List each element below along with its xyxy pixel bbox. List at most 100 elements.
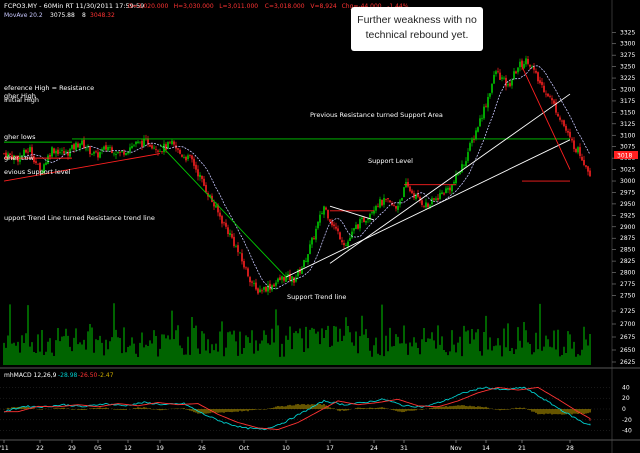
annotation-support-level: Support Level — [368, 157, 413, 165]
candle-body — [129, 147, 131, 152]
price-tick-label: 3025 — [620, 167, 635, 174]
candle-body — [557, 113, 559, 117]
volume-bars — [3, 303, 591, 365]
candle-body — [431, 198, 433, 205]
annotation-higher-lows: gher lows — [4, 133, 36, 141]
candle-body — [353, 228, 355, 231]
candle-body — [189, 155, 191, 157]
candle-body — [275, 282, 277, 286]
candle-body — [397, 205, 399, 210]
candle-body — [133, 144, 135, 146]
candle-body — [281, 276, 283, 280]
candle-body — [259, 289, 261, 293]
volume-tick-label: 2625 — [620, 359, 635, 366]
time-tick-label: 28 — [566, 445, 574, 452]
candle-body — [231, 233, 233, 238]
ohlc-value: Chg=-44.000 — [342, 3, 382, 10]
candle-body — [83, 139, 85, 149]
candle-body — [299, 269, 301, 273]
candle-body — [155, 149, 157, 150]
candle-body — [535, 70, 537, 73]
candle-body — [139, 141, 141, 143]
trend-line-uptrend — [285, 139, 571, 278]
candle-body — [237, 245, 239, 253]
candle-body — [519, 61, 521, 68]
time-tick-label: 26 — [198, 445, 206, 452]
candle-body — [443, 193, 445, 195]
candle-body — [23, 149, 25, 156]
candle-body — [445, 188, 447, 194]
candle-body — [257, 288, 259, 294]
candle-body — [229, 233, 231, 235]
candle-body — [493, 74, 495, 84]
candle-body — [543, 85, 545, 93]
indicator-value-2: 3048.32 — [90, 12, 115, 19]
price-tick-label: 3075 — [620, 144, 635, 151]
time-tick-label: 29 — [68, 445, 76, 452]
candle-body — [587, 166, 589, 172]
candle-body — [47, 155, 49, 164]
macd-value-2: -26.50 — [78, 372, 98, 379]
ohlc-value: H=3,030.000 — [174, 3, 214, 10]
candle-body — [121, 150, 123, 152]
candle-body — [19, 155, 21, 162]
candle-body — [433, 198, 435, 200]
candle-body — [113, 153, 115, 155]
candle-body — [183, 157, 185, 158]
candle-body — [469, 143, 471, 151]
candle-body — [265, 286, 267, 292]
candle-body — [319, 214, 321, 223]
current-price-marker — [614, 151, 638, 159]
candle-body — [561, 120, 563, 122]
candle-body — [57, 149, 59, 155]
candle-body — [537, 72, 539, 82]
candle-body — [147, 138, 149, 145]
candle-body — [243, 261, 245, 268]
candle-body — [185, 156, 187, 161]
candle-body — [387, 198, 389, 200]
candle-body — [297, 269, 299, 277]
candle-body — [491, 84, 493, 93]
candle-body — [325, 207, 327, 210]
candle-body — [29, 146, 31, 153]
macd-axis-ticks: 40 20 0 -20 -40 — [622, 384, 632, 434]
candle-body — [327, 210, 329, 219]
candle-body — [93, 151, 95, 154]
candle-body — [447, 187, 449, 190]
candle-body — [419, 196, 421, 201]
candle-body — [179, 149, 181, 154]
candle-body — [589, 170, 591, 177]
price-tick-label: 2925 — [620, 212, 635, 219]
candle-body — [301, 267, 303, 274]
candle-body — [489, 93, 491, 97]
candle-body — [465, 161, 467, 166]
candle-body — [263, 287, 265, 290]
candle-body — [115, 154, 117, 155]
candle-body — [579, 147, 581, 156]
time-tick-label: Oct — [239, 445, 250, 452]
candle-body — [411, 190, 413, 194]
candle-body — [315, 228, 317, 240]
candle-body — [585, 165, 587, 167]
candle-body — [475, 130, 477, 139]
candle-body — [361, 217, 363, 220]
candle-body — [305, 261, 307, 262]
candle-body — [345, 245, 347, 247]
candle-body — [95, 151, 97, 153]
time-tick-label: 17 — [326, 445, 334, 452]
candle-body — [295, 277, 297, 282]
time-tick-label: 12 — [124, 445, 132, 452]
candle-body — [565, 125, 567, 131]
candle-body — [363, 217, 365, 223]
candle-body — [449, 187, 451, 191]
candle-body — [473, 139, 475, 140]
candle-body — [311, 237, 313, 245]
candle-body — [377, 206, 379, 208]
candle-body — [251, 281, 253, 283]
candle-body — [471, 139, 473, 143]
candle-body — [203, 178, 205, 186]
price-tick-label: 3100 — [620, 132, 635, 139]
candle-body — [45, 162, 47, 165]
candle-body — [173, 141, 175, 145]
